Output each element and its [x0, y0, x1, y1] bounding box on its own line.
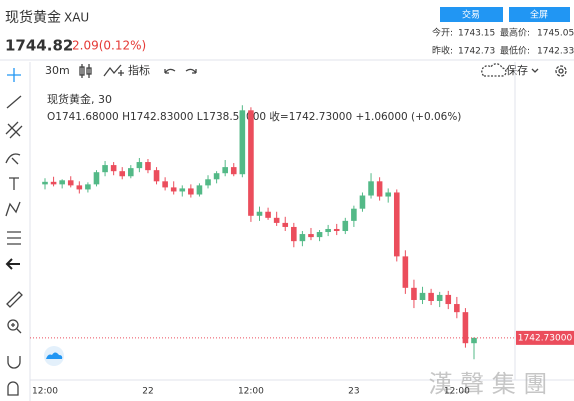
candle-body	[351, 208, 357, 221]
candle-body	[445, 294, 452, 305]
drawing-tools[interactable]	[5, 68, 23, 396]
candle-body	[67, 180, 74, 186]
candle-body	[419, 292, 426, 300]
candle-body	[119, 171, 126, 177]
last-price-tag	[516, 330, 574, 345]
candle-body	[385, 192, 391, 197]
candle-body	[85, 184, 91, 190]
stat-label: 最低价:	[500, 45, 530, 57]
chart-type-button[interactable]	[79, 64, 92, 78]
candle-body	[93, 172, 100, 185]
plot: 12:00 22 12:00 23 12:00 1742.73000	[30, 105, 574, 397]
candle-body	[188, 188, 194, 195]
candle-body	[411, 287, 417, 300]
x-tick-label: 12:00	[444, 387, 470, 397]
candle-body	[291, 226, 297, 242]
last-price-label: 1742.73000	[518, 333, 573, 343]
candle-body	[102, 165, 108, 173]
candle-body	[179, 188, 186, 192]
candle-body	[110, 165, 117, 172]
settings-button[interactable]	[555, 65, 567, 77]
candle-body	[282, 222, 289, 227]
candle-body	[333, 228, 340, 232]
candle-body	[222, 167, 228, 174]
candle-body	[368, 181, 374, 196]
stat-value: 1742.33	[537, 47, 574, 57]
candle-body	[50, 181, 57, 185]
stat-label: 最高价:	[500, 27, 530, 39]
candle-body	[145, 162, 151, 171]
x-tick-label: 12:00	[238, 387, 264, 397]
undo-button[interactable]	[164, 68, 176, 74]
settings-button-core	[558, 68, 564, 74]
candle-body	[402, 256, 409, 288]
candle-body	[436, 294, 443, 301]
save-menu[interactable]	[531, 68, 539, 73]
candle-body	[128, 168, 134, 177]
stats: 今开: 1743.15 最高价: 1745.05 昨收: 1742.73 最低价…	[432, 27, 574, 57]
candle-body	[376, 181, 383, 197]
candle-body	[256, 211, 263, 216]
candle-body	[393, 192, 400, 257]
indicator-icon[interactable]	[103, 64, 124, 77]
candle-body	[359, 195, 366, 209]
candle-body	[342, 220, 349, 232]
interval-button[interactable]: 30m	[45, 64, 70, 77]
stat-value: 1742.73	[458, 47, 495, 57]
current-price: 1744.82	[5, 37, 73, 55]
stat-value: 1743.15	[458, 29, 495, 39]
trade-button-label[interactable]: 交易	[462, 9, 480, 21]
candle-body	[471, 337, 477, 344]
cloud-icon[interactable]	[481, 63, 507, 77]
candle-body	[299, 234, 306, 242]
candle-body	[59, 180, 65, 185]
stat-value: 1745.05	[537, 29, 574, 39]
instrument-name: 现货黄金	[5, 9, 61, 26]
instrument-symbol: XAU	[64, 11, 89, 25]
candle-body	[273, 217, 280, 223]
stat-label: 今开:	[432, 27, 453, 39]
candle-body	[265, 211, 271, 218]
candle-body	[239, 110, 246, 175]
chart-legend-title: 现货黄金, 30	[47, 92, 112, 106]
candle-body	[170, 187, 177, 192]
fullscreen-button-label[interactable]: 全屏	[530, 9, 548, 21]
candle-body	[308, 234, 314, 238]
candle-body	[325, 228, 331, 233]
x-tick-label: 22	[142, 387, 153, 397]
x-tick-label: 12:00	[32, 387, 58, 397]
indicator-button[interactable]: 指标	[128, 63, 150, 77]
candle-body	[213, 173, 220, 180]
candle-body	[196, 185, 203, 195]
logo-cloud	[46, 352, 63, 359]
candle-body	[248, 110, 254, 216]
candle-body	[462, 312, 469, 344]
trade-button[interactable]	[440, 7, 503, 22]
candle-body	[230, 167, 237, 175]
save-button[interactable]: 保存	[506, 63, 528, 77]
candle-body	[162, 181, 168, 188]
candle-body	[454, 304, 460, 313]
stat-label: 昨收:	[432, 45, 453, 57]
redo-button[interactable]	[185, 68, 197, 74]
candle-body	[76, 185, 83, 190]
candle-body	[428, 292, 434, 301]
candle-body	[42, 181, 48, 185]
x-tick-label: 23	[348, 387, 359, 397]
candle-body	[136, 162, 143, 169]
candle-body	[153, 170, 160, 182]
candle-body	[205, 179, 211, 186]
watermark: 漢 聲 集 團	[429, 370, 548, 398]
price-change: 2.09(0.12%)	[72, 39, 146, 53]
fullscreen-button[interactable]	[509, 7, 570, 22]
candle-body	[316, 232, 323, 238]
ohlc-readout: O1741.68000 H1742.83000 L1738.52000 收=17…	[47, 110, 461, 123]
